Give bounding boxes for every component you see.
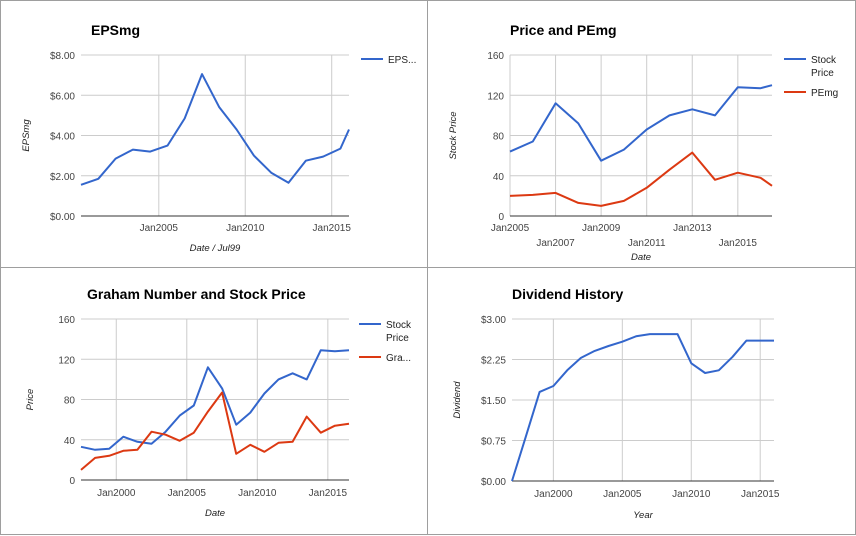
y-tick-label: 0	[69, 476, 75, 487]
y-tick-label: 80	[64, 396, 76, 407]
x-tick-label: Jan2010	[226, 223, 265, 234]
eps-chart-panel: EPSmg $0.00 $2.00 $4.00 $6.00 $8.00 Jan2005 Jan…	[0, 0, 428, 268]
y-tick-label: 40	[64, 436, 76, 447]
x-tick-label: Jan2005	[140, 223, 179, 234]
x-tick-label: Jan2000	[97, 488, 136, 499]
series-line	[80, 73, 350, 186]
x-tick-label: Jan2005	[491, 223, 530, 234]
x-axis-title: Date / Jul99	[190, 243, 241, 254]
dividend-chart: Dividend History $0.00 $0.75 $1.50 $2.25 $3.0…	[452, 286, 780, 521]
graham-chart-panel: Graham Number and Stock Price 0 40 80 120 160…	[0, 267, 428, 535]
x-axis-title: Year	[633, 510, 653, 521]
series-line	[509, 151, 773, 207]
y-tick-label: 0	[498, 212, 504, 223]
y-tick-label: $6.00	[50, 91, 75, 102]
y-tick-label: $2.00	[50, 172, 75, 183]
y-tick-label: $0.00	[481, 477, 506, 488]
y-tick-label: 160	[58, 315, 75, 326]
x-tick-label: Jan2015	[741, 489, 780, 500]
x-tick-label: Jan2005	[603, 489, 642, 500]
graham-chart: Graham Number and Stock Price 0 40 80 120 160…	[25, 286, 412, 519]
chart-title: Price and PEmg	[510, 22, 617, 38]
x-tick-label: Jan2011	[628, 238, 666, 249]
legend-label: Stock Price	[386, 320, 412, 344]
y-tick-label: $1.50	[481, 396, 506, 407]
series-line	[80, 349, 350, 451]
series-line	[80, 391, 350, 471]
y-tick-label: $0.00	[50, 212, 75, 223]
dividend-chart-panel: Dividend History $0.00 $0.75 $1.50 $2.25 $3.0…	[427, 267, 856, 535]
x-tick-label: Jan2007	[536, 238, 575, 249]
price-pe-chart-panel: Price and PEmg 0 40 80 120 160 Jan2005 Jan2007 J…	[427, 0, 856, 268]
y-tick-label: 80	[493, 132, 505, 143]
chart-title: Dividend History	[512, 286, 623, 302]
x-axis-title: Date	[631, 252, 651, 263]
y-tick-label: $8.00	[50, 51, 75, 62]
y-axis-title: Stock Price	[448, 111, 459, 159]
legend-label: EPS...	[388, 55, 416, 66]
x-tick-label: Jan2000	[534, 489, 573, 500]
price-pe-chart: Price and PEmg 0 40 80 120 160 Jan2005 Jan2007 J…	[448, 22, 838, 263]
y-tick-label: $3.00	[481, 315, 506, 326]
legend-label: PEmg	[811, 88, 838, 99]
legend-label: Gra...	[386, 353, 411, 364]
x-tick-label: Jan2009	[582, 223, 621, 234]
eps-chart: EPSmg $0.00 $2.00 $4.00 $6.00 $8.00 Jan2005 Jan…	[21, 22, 416, 254]
chart-title: Graham Number and Stock Price	[87, 286, 306, 302]
legend-label: Stock Price	[811, 55, 837, 79]
chart-title: EPSmg	[91, 22, 140, 38]
x-tick-label: Jan2015	[719, 238, 758, 249]
y-tick-label: 40	[493, 172, 505, 183]
y-tick-label: 160	[487, 51, 504, 62]
series-line	[509, 84, 773, 162]
y-axis-title: EPSmg	[21, 119, 32, 152]
y-tick-label: $2.25	[481, 356, 506, 367]
series-line	[511, 333, 774, 482]
x-tick-label: Jan2015	[309, 488, 348, 499]
x-tick-label: Jan2013	[673, 223, 712, 234]
y-tick-label: 120	[487, 91, 504, 102]
x-axis-title: Date	[205, 508, 225, 519]
y-axis-title: Dividend	[452, 381, 463, 419]
y-tick-label: $4.00	[50, 132, 75, 143]
x-tick-label: Jan2010	[238, 488, 277, 499]
y-axis-title: Price	[25, 389, 36, 411]
y-tick-label: 120	[58, 355, 75, 366]
x-tick-label: Jan2005	[168, 488, 207, 499]
y-tick-label: $0.75	[481, 437, 506, 448]
x-tick-label: Jan2010	[672, 489, 711, 500]
x-tick-label: Jan2015	[313, 223, 352, 234]
